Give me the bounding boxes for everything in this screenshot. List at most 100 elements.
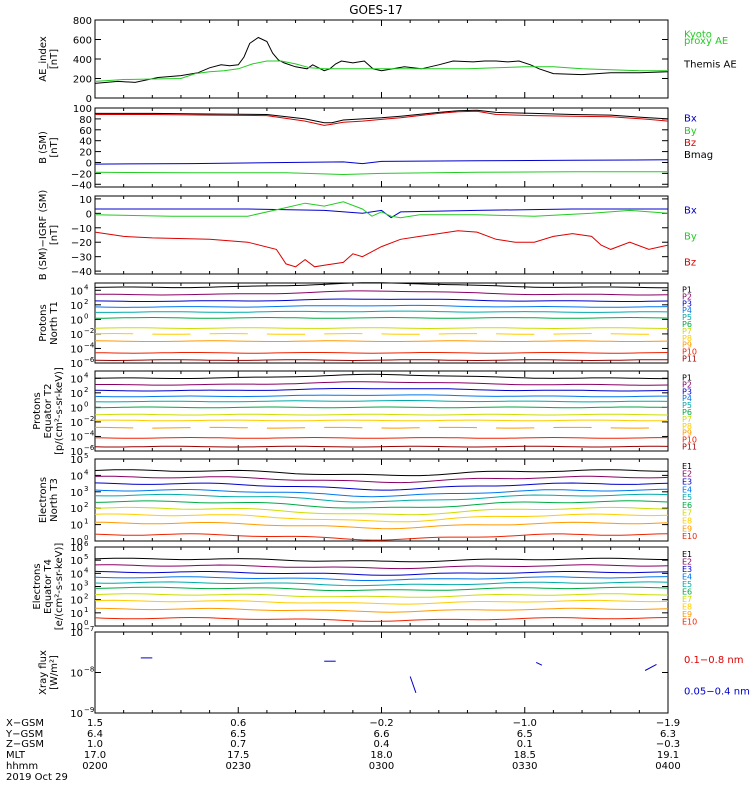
y-tick-exponent: 0: [84, 400, 88, 408]
y-tick-label: 10: [70, 488, 83, 499]
legend-0-05-0-4-nm: 0.05−0.4 nm: [684, 686, 750, 697]
row-label: Z−GSM: [6, 739, 44, 750]
y-axis-label: North T1: [49, 301, 60, 345]
y-axis-label: [nT]: [49, 137, 60, 157]
y-tick-label: 10: [70, 622, 83, 633]
series-line-bmag: [95, 109, 669, 124]
legend-by: By: [684, 126, 697, 137]
panel-frame: [94, 370, 669, 452]
legend-p2: P2: [682, 292, 692, 301]
y-tick-label: 10: [70, 432, 83, 443]
panel-frame: [94, 631, 669, 714]
xray-segment: [644, 663, 657, 671]
legend-p3: P3: [682, 387, 692, 396]
legend-p1: P1: [682, 285, 692, 294]
y-axis-label: [nT]: [49, 225, 60, 245]
y-tick-label: 10: [70, 455, 83, 466]
time-tick-label: 0.6: [230, 718, 246, 729]
y-tick-label: 10: [70, 596, 83, 607]
flux-channel-e1: [94, 557, 668, 563]
xray-segment: [535, 661, 543, 666]
y-axis-label: North T3: [49, 478, 60, 522]
y-axis-label: [W/m²]: [49, 655, 60, 690]
y-tick-label: 10: [70, 389, 83, 400]
legend-e7: E7: [682, 595, 692, 604]
y-tick-label: 80: [79, 115, 92, 126]
flux-channel-e9: [94, 521, 669, 530]
legend-p5: P5: [682, 401, 692, 410]
flux-channel-e3: [94, 570, 669, 576]
legend-kyoto: Kyoto: [684, 29, 712, 40]
flux-channel-p4: [94, 394, 668, 398]
y-tick-label: 10: [70, 330, 83, 341]
y-axis-label: [p/(cm²-s-sr-keV)]: [54, 367, 65, 455]
time-tick-label: 17.5: [227, 750, 249, 761]
legend-p10: P10: [682, 348, 697, 357]
legend-proxy-ae: proxy AE: [684, 36, 728, 47]
y-tick-label: 800: [73, 16, 92, 27]
row-label: MLT: [6, 750, 26, 761]
y-tick-label: 10: [70, 556, 83, 567]
y-tick-label: 10: [70, 403, 83, 414]
legend-p11: P11: [682, 355, 697, 364]
y-tick-label: −20: [71, 238, 92, 249]
legend-e5: E5: [682, 580, 692, 589]
flux-channel-e2: [94, 564, 669, 570]
flux-channel-e9: [94, 607, 669, 613]
legend-e8: E8: [682, 602, 692, 611]
legend-p6: P6: [682, 408, 692, 417]
y-axis-label: [nT]: [49, 49, 60, 69]
y-tick-exponent: −4: [84, 341, 95, 349]
legend-p7: P7: [682, 415, 692, 424]
legend-bz: Bz: [684, 257, 696, 268]
series-line-themis-ae: [94, 36, 669, 84]
flux-channel-e1: [94, 469, 668, 477]
y-tick-label: 100: [73, 104, 92, 115]
legend-p5: P5: [682, 313, 692, 322]
panel-frame: [94, 19, 669, 99]
legend-p3: P3: [682, 299, 692, 308]
y-tick-label: 0: [86, 209, 92, 220]
flux-channel-p5: [94, 400, 669, 403]
y-tick-exponent: 4: [84, 371, 89, 379]
y-tick-exponent: −4: [84, 429, 95, 437]
series-line-kyoto-proxy-ae: [94, 60, 668, 82]
legend-e9: E9: [682, 610, 692, 619]
row-label: X−GSM: [6, 718, 44, 729]
y-tick-label: 0: [86, 94, 92, 105]
time-tick-label: 0200: [82, 761, 107, 772]
series-line-by: [94, 171, 668, 176]
y-tick-label: 0: [86, 158, 92, 169]
time-tick-label: −0.3: [656, 739, 680, 750]
flux-channel-p8: [94, 419, 669, 422]
y-tick-exponent: −9: [84, 706, 94, 714]
y-tick-exponent: 5: [84, 452, 88, 460]
row-label: hhmm: [6, 761, 38, 772]
legend-p1: P1: [682, 373, 692, 382]
y-tick-exponent: 2: [84, 386, 88, 394]
y-tick-exponent: 2: [84, 298, 88, 306]
y-tick-label: −20: [71, 169, 92, 180]
flux-channel-p11: [94, 359, 669, 362]
time-tick-label: 18.5: [514, 750, 536, 761]
time-tick-label: 19.1: [657, 750, 679, 761]
y-axis-label: [e/(cm²-s-sr-keV)]: [54, 543, 65, 631]
flux-channel-e5: [94, 493, 669, 503]
y-tick-exponent: 2: [84, 501, 88, 509]
flux-channel-e8: [94, 599, 669, 605]
flux-channel-p5: [95, 310, 669, 313]
y-tick-exponent: 4: [84, 283, 89, 291]
y-tick-exponent: 0: [84, 312, 88, 320]
time-tick-label: 6.4: [87, 729, 103, 740]
date-label: 2019 Oct 29: [6, 772, 68, 783]
flux-channel-e6: [94, 586, 669, 592]
legend-e6: E6: [682, 587, 692, 596]
time-tick-label: 0.1: [517, 739, 533, 750]
y-axis-label: AE_index: [38, 36, 49, 82]
y-tick-label: 10: [70, 315, 83, 326]
flux-channel-e7: [94, 506, 669, 516]
legend-bz: Bz: [684, 138, 696, 149]
